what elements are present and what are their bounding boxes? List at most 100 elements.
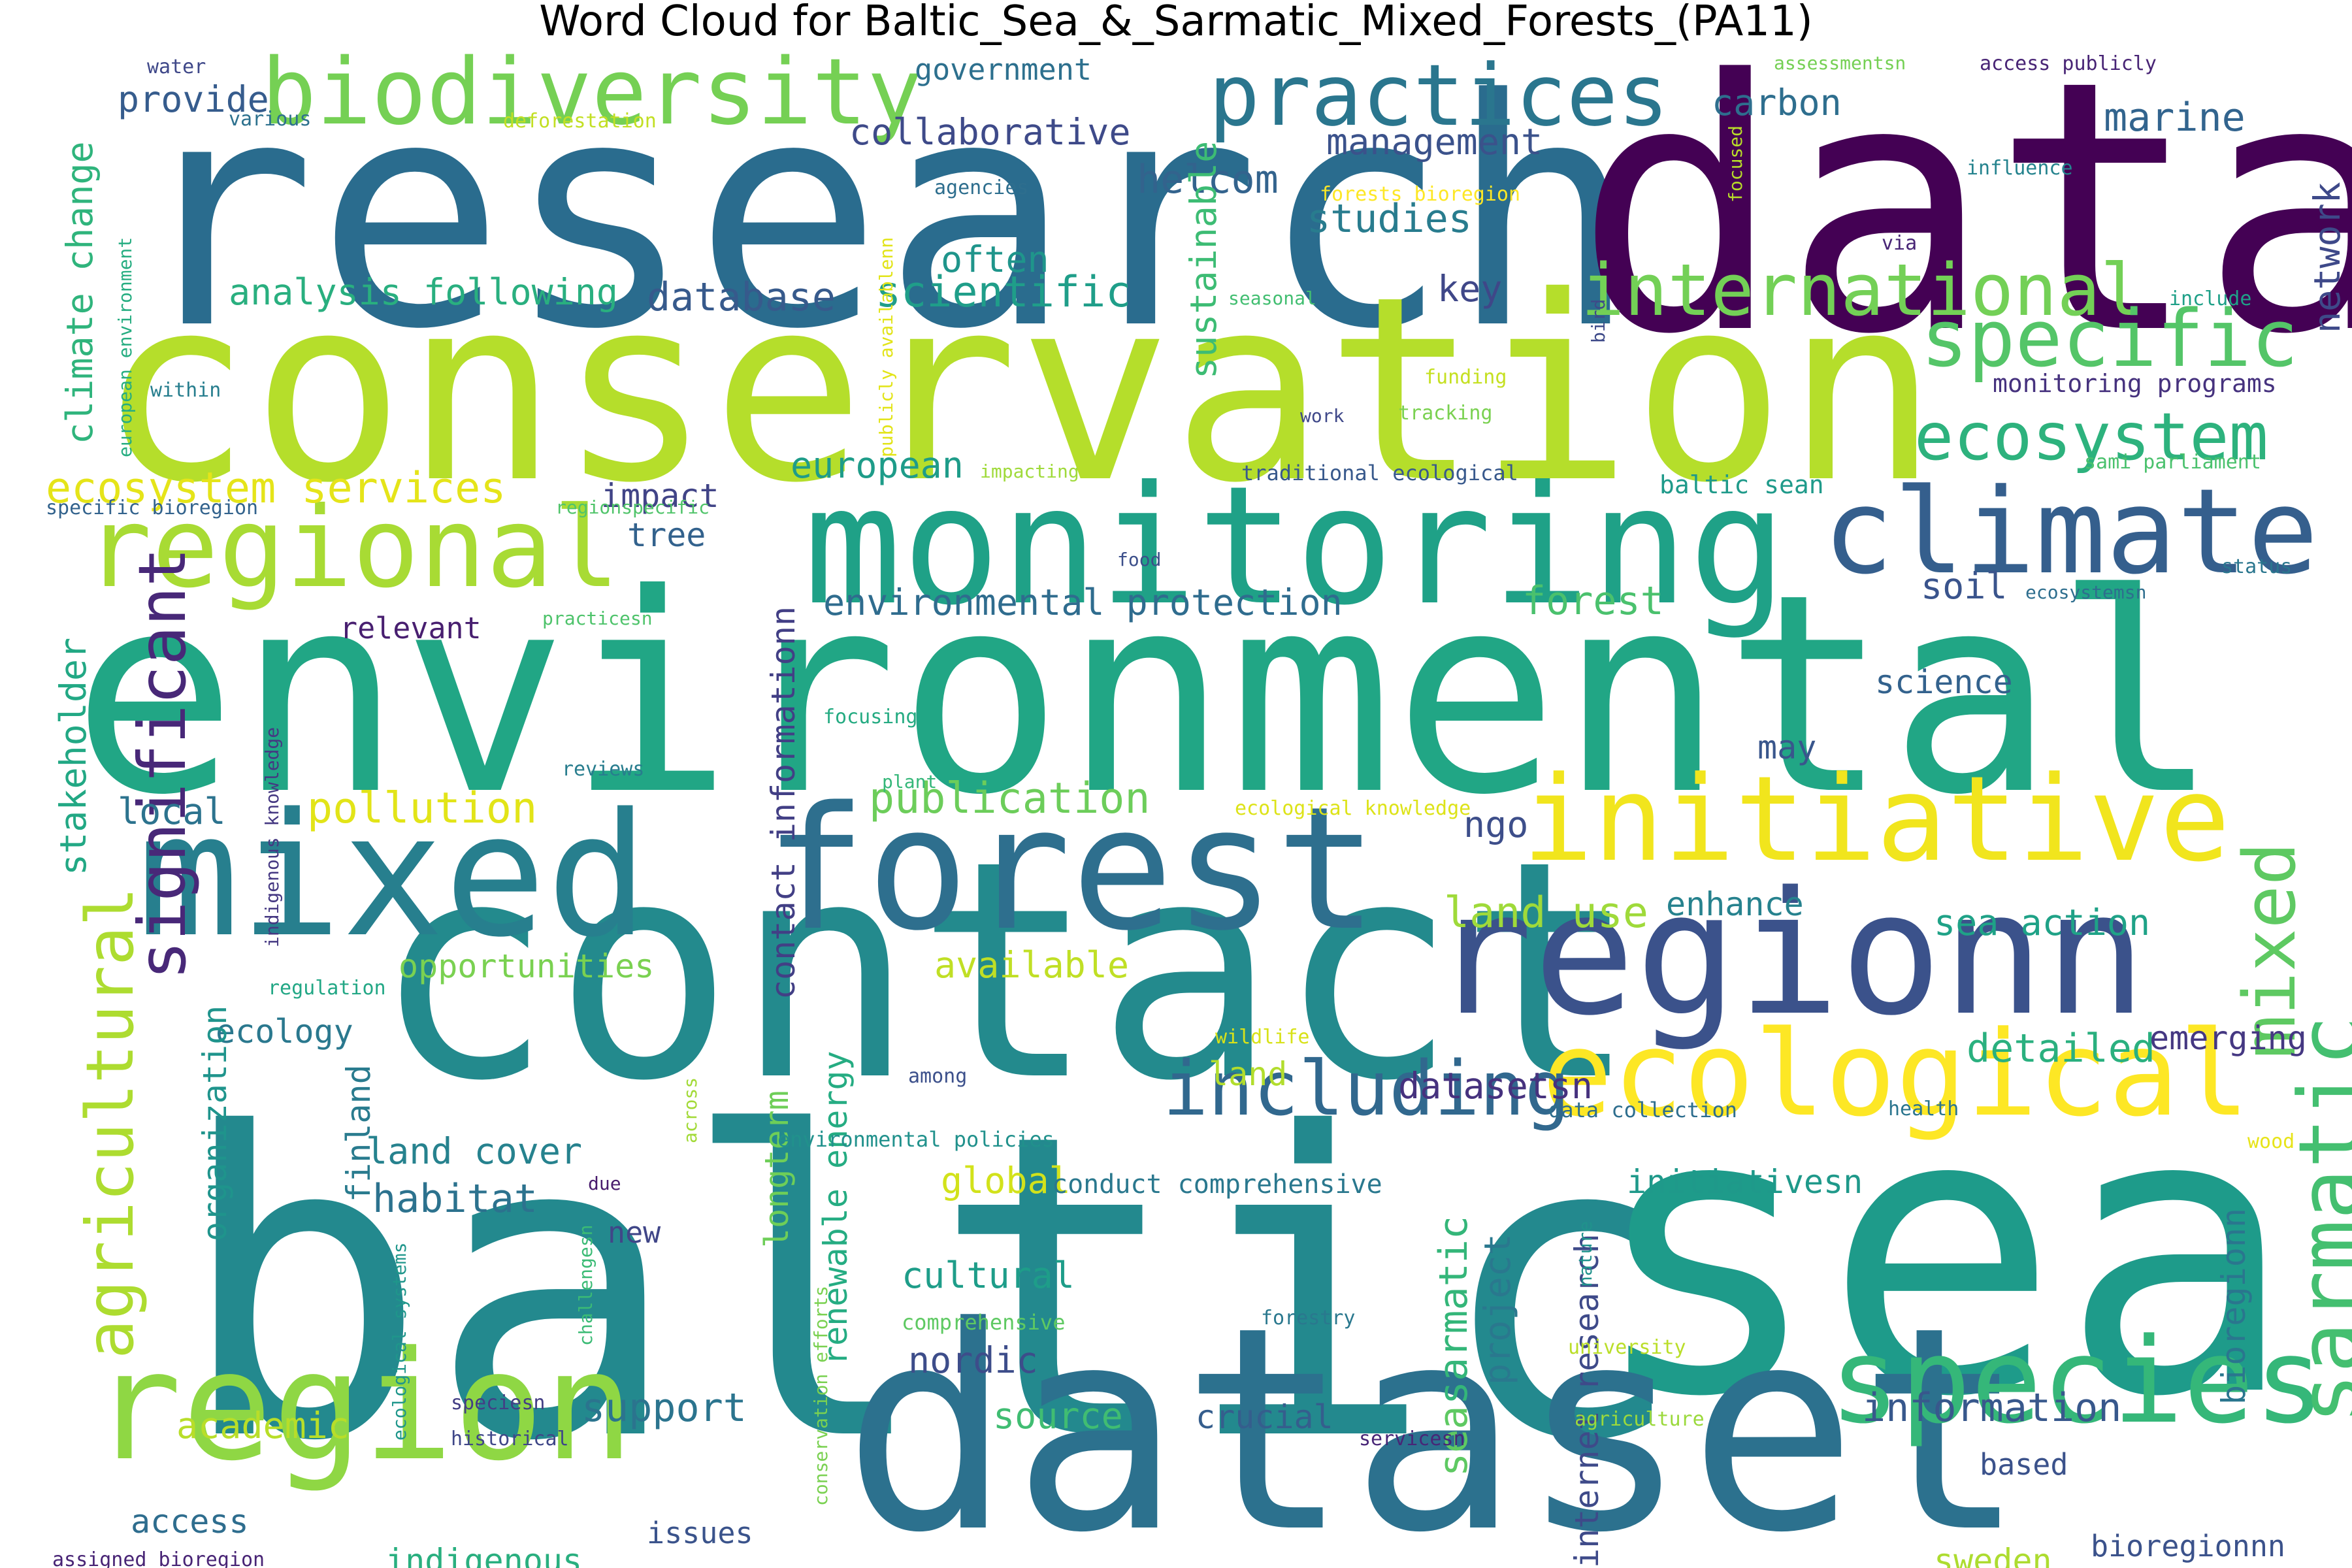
cloud-word: wildlife <box>1215 1026 1310 1049</box>
cloud-word: reviews <box>562 758 644 781</box>
cloud-word: focused <box>1725 125 1746 203</box>
cloud-word: data collection <box>1548 1098 1737 1122</box>
cloud-word: european environment <box>114 237 136 457</box>
cloud-word: data <box>1575 46 2352 410</box>
cloud-word: historical <box>451 1428 569 1450</box>
cloud-word: status <box>2221 555 2292 578</box>
cloud-word: detailed <box>1967 1026 2155 1071</box>
cloud-word: marine <box>2104 95 2246 140</box>
cloud-word: assigned bioregion <box>52 1548 265 1568</box>
cloud-word: information <box>1862 1385 2121 1431</box>
cloud-word: ecosystemsn <box>2025 581 2146 603</box>
cloud-word: bird <box>1588 299 1609 343</box>
cloud-word: tree <box>627 516 706 554</box>
cloud-word: nordic <box>908 1339 1038 1381</box>
cloud-word: studies <box>1307 196 1472 242</box>
cloud-word: contact <box>372 797 1639 1147</box>
cloud-word: indigenous knowledge <box>261 727 283 947</box>
cloud-word: conservation efforts <box>810 1286 832 1506</box>
cloud-word: ecological knowledge <box>1235 797 1471 820</box>
cloud-word: forest <box>764 771 1378 968</box>
cloud-word: crucial <box>1196 1398 1333 1436</box>
cloud-word: mixed <box>137 777 649 975</box>
cloud-word: project <box>1477 1233 1518 1385</box>
cloud-word: biodiversity <box>261 46 922 146</box>
cloud-word: based <box>1980 1447 2068 1482</box>
cloud-word: international <box>1581 248 2144 332</box>
cloud-word: work <box>1300 405 1345 427</box>
cloud-word: government <box>915 52 1092 87</box>
cloud-word: regionn <box>1431 856 2147 1053</box>
cloud-word: wood <box>2247 1130 2295 1153</box>
word-cloud: research data conservation environmental bal… <box>0 46 2352 1568</box>
cloud-word: baltic sean <box>1659 470 1824 499</box>
cloud-word: nature <box>1575 1221 1596 1287</box>
cloud-word: internet research <box>1568 1233 1606 1568</box>
cloud-word: academic <box>176 1405 350 1446</box>
cloud-word: european <box>791 444 964 486</box>
cloud-word: issues <box>647 1516 753 1550</box>
cloud-word: include <box>2169 287 2251 310</box>
cloud-word: practicesn <box>542 608 653 629</box>
cloud-word: tracking <box>1398 402 1493 425</box>
cloud-word: agricultural <box>72 887 148 1359</box>
cloud-word: network <box>2306 182 2348 333</box>
cloud-word: ecosystem services <box>46 464 506 513</box>
cloud-word: health <box>1888 1098 1959 1120</box>
cloud-word: database <box>647 274 836 320</box>
cloud-word: impact <box>601 477 719 515</box>
cloud-word: publication <box>869 774 1150 823</box>
cloud-word: bioregionn <box>2215 1208 2253 1405</box>
cloud-word: baltic <box>176 1045 1687 1532</box>
cloud-word: regional <box>85 483 620 613</box>
cloud-word: land cover <box>366 1130 582 1172</box>
cloud-word: relevant <box>340 611 482 645</box>
cloud-word: sea <box>1588 1026 2296 1482</box>
cloud-word: forest <box>1522 578 1664 624</box>
cloud-word: due <box>588 1173 621 1194</box>
cloud-word: longterm <box>758 1090 796 1248</box>
cloud-word: within <box>150 379 221 402</box>
cloud-word: impacting <box>980 461 1079 482</box>
cloud-word: food <box>1117 549 1161 570</box>
cloud-word: monitoring programs <box>1993 369 2277 398</box>
cloud-word: sea action <box>1934 902 2150 943</box>
cloud-word: local <box>118 791 226 832</box>
cloud-word: access publicly <box>1980 52 2157 75</box>
cloud-word: source <box>993 1395 1123 1437</box>
cloud-word: ecological <box>1542 1006 2250 1143</box>
cloud-word: regulation <box>268 977 386 1000</box>
cloud-word: may <box>1757 728 1816 766</box>
cloud-word: indigenous <box>385 1542 582 1568</box>
cloud-word: sweden <box>1934 1542 2052 1568</box>
cloud-word: access <box>131 1503 249 1541</box>
cloud-word: university <box>1568 1336 1686 1359</box>
cloud-word: challengesn <box>575 1225 596 1346</box>
cloud-word: management <box>1326 121 1543 163</box>
cloud-word: opportunities <box>399 947 654 985</box>
cloud-word: initiativesn <box>1627 1163 1863 1201</box>
cloud-word: emerging <box>2149 1019 2307 1057</box>
cloud-word: land <box>1209 1055 1287 1093</box>
cloud-word: ecology <box>216 1013 353 1051</box>
cloud-word: environmental policies <box>777 1127 1054 1152</box>
cloud-word: assessmentsn <box>1774 52 1906 74</box>
cloud-word: contact informationn <box>764 606 802 1000</box>
cloud-word: science <box>1875 663 2013 701</box>
cloud-word: often <box>941 238 1049 280</box>
cloud-word: speciesn <box>451 1392 546 1414</box>
cloud-word: collaborative <box>849 111 1130 153</box>
cloud-word: regionspecific <box>555 497 710 518</box>
cloud-word: sea <box>1431 1406 1477 1477</box>
cloud-word: environmental <box>72 536 2219 855</box>
cloud-word: dataset <box>843 1267 2027 1568</box>
cloud-word: pollution <box>307 784 537 833</box>
cloud-word: sarmatic <box>2280 1015 2352 1424</box>
cloud-word: servicesn <box>1359 1428 1465 1450</box>
cloud-word: via <box>1882 232 1917 255</box>
cloud-word: publicly availablenn <box>875 237 897 457</box>
cloud-word: cultural <box>902 1254 1075 1296</box>
cloud-word: among <box>908 1065 967 1088</box>
cloud-word: traditional ecological <box>1241 461 1518 485</box>
cloud-word: agencies <box>934 176 1029 199</box>
